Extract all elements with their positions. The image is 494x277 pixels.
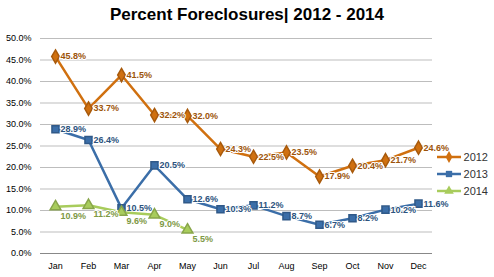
svg-text:9.0%: 9.0% xyxy=(160,219,181,229)
html-text:2014: 2014 xyxy=(463,184,488,197)
svg-text:10.3%: 10.3% xyxy=(226,204,252,214)
svg-text:20.4%: 20.4% xyxy=(358,161,384,171)
svg-text:5.0%: 5.0% xyxy=(11,227,32,237)
svg-text:12.6%: 12.6% xyxy=(193,194,219,204)
svg-text:22.5%: 22.5% xyxy=(259,152,285,162)
svg-text:Dec: Dec xyxy=(410,261,427,271)
svg-text:20.0%: 20.0% xyxy=(6,162,32,172)
svg-text:May: May xyxy=(179,261,197,271)
svg-text:45.8%: 45.8% xyxy=(61,51,87,61)
html-text:2013: 2013 xyxy=(463,167,488,180)
svg-text:Jul: Jul xyxy=(248,261,260,271)
svg-text:35.0%: 35.0% xyxy=(6,98,32,108)
svg-text:41.5%: 41.5% xyxy=(127,70,153,80)
svg-text:9.6%: 9.6% xyxy=(127,216,148,226)
svg-text:30.0%: 30.0% xyxy=(6,119,32,129)
svg-text:26.4%: 26.4% xyxy=(94,135,120,145)
html-text:Percent Foreclosures| 2012 - 2: Percent Foreclosures| 2012 - 2014 xyxy=(110,5,384,24)
svg-text:10.5%: 10.5% xyxy=(126,203,152,214)
svg-text:Oct: Oct xyxy=(345,261,360,271)
html-text:2012: 2012 xyxy=(463,150,488,163)
svg-text:32.2%: 32.2% xyxy=(160,110,186,120)
svg-text:23.5%: 23.5% xyxy=(292,147,318,157)
svg-text:15.0%: 15.0% xyxy=(6,184,32,194)
svg-text:Feb: Feb xyxy=(81,261,97,271)
svg-text:Aug: Aug xyxy=(278,261,294,271)
svg-text:Mar: Mar xyxy=(114,261,130,271)
svg-text:10.2%: 10.2% xyxy=(391,205,417,215)
svg-text:21.7%: 21.7% xyxy=(391,155,417,165)
svg-text:8.2%: 8.2% xyxy=(358,213,379,223)
svg-text:Jan: Jan xyxy=(48,261,63,271)
svg-text:Nov: Nov xyxy=(377,261,394,271)
svg-text:6.7%: 6.7% xyxy=(325,220,346,230)
svg-text:33.7%: 33.7% xyxy=(94,103,120,113)
svg-text:5.5%: 5.5% xyxy=(193,234,214,244)
svg-text:17.9%: 17.9% xyxy=(325,171,351,181)
svg-text:10.9%: 10.9% xyxy=(61,211,87,221)
svg-text:Apr: Apr xyxy=(147,261,161,271)
svg-text:25.0%: 25.0% xyxy=(6,141,32,151)
svg-text:8.7%: 8.7% xyxy=(292,211,313,221)
svg-text:11.2%: 11.2% xyxy=(94,209,119,219)
svg-text:32.0%: 32.0% xyxy=(193,111,219,121)
svg-text:24.6%: 24.6% xyxy=(424,143,450,153)
svg-text:Sep: Sep xyxy=(311,261,327,271)
svg-text:50.0%: 50.0% xyxy=(6,33,32,43)
svg-text:0.0%: 0.0% xyxy=(11,248,32,258)
svg-text:11.6%: 11.6% xyxy=(424,199,449,209)
svg-text:20.5%: 20.5% xyxy=(160,160,186,170)
svg-text:Jun: Jun xyxy=(213,261,228,271)
svg-text:11.2%: 11.2% xyxy=(259,200,284,210)
svg-text:28.9%: 28.9% xyxy=(61,124,87,134)
svg-text:45.0%: 45.0% xyxy=(6,55,32,65)
svg-text:40.0%: 40.0% xyxy=(6,76,32,86)
svg-text:24.3%: 24.3% xyxy=(226,144,252,154)
svg-text:10.0%: 10.0% xyxy=(6,205,32,215)
